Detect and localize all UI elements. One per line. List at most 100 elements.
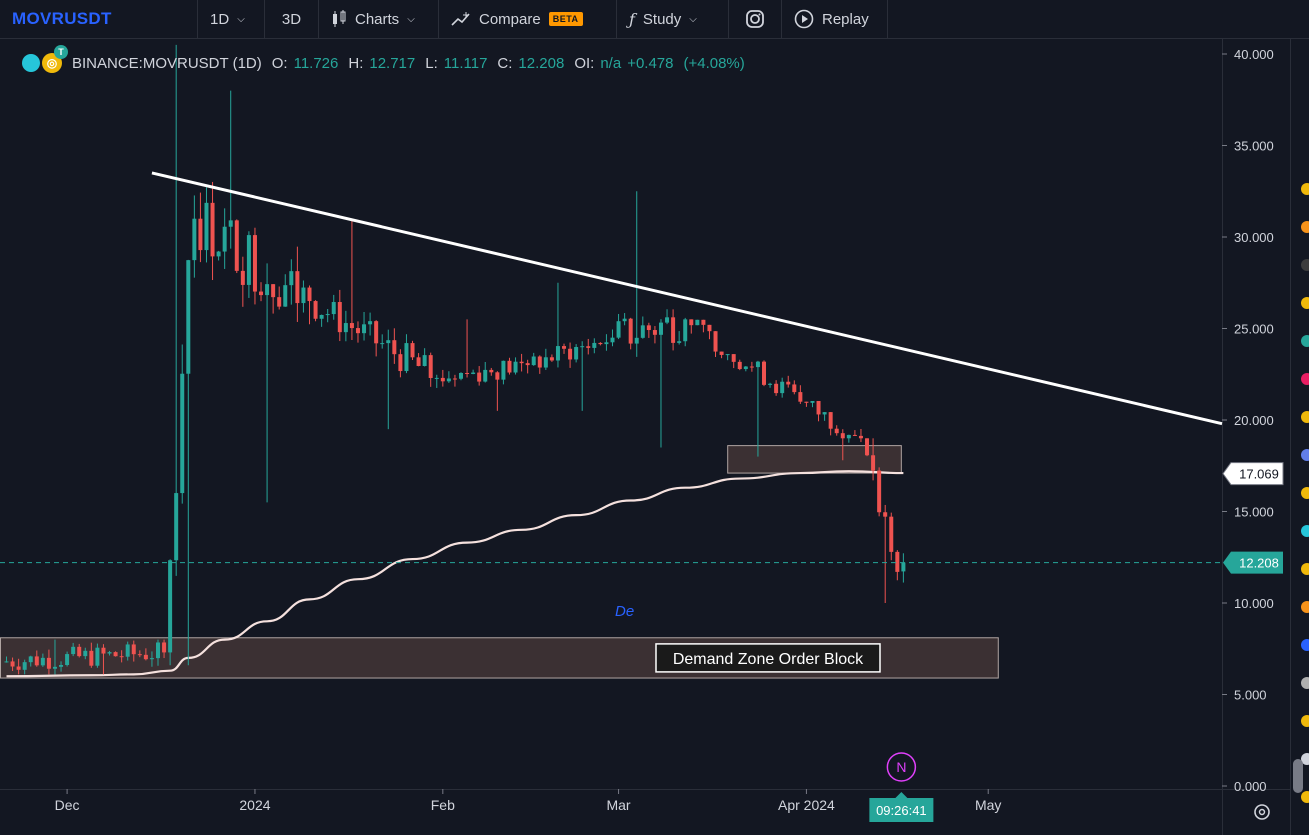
legend-change: +0.478 xyxy=(627,54,674,72)
candle-body xyxy=(252,235,257,292)
watchlist-coin-icon[interactable] xyxy=(1301,639,1309,651)
candle-body xyxy=(495,372,500,380)
candle-body xyxy=(604,342,609,345)
candles-icon xyxy=(333,10,346,27)
symbol-search[interactable]: MOVRUSDT xyxy=(0,0,198,38)
candle-body xyxy=(537,356,542,368)
candles xyxy=(4,44,906,675)
legend-symbol: BINANCE:MOVRUSDT (1D) xyxy=(72,54,262,72)
candle-body xyxy=(846,434,851,439)
candle-body xyxy=(313,301,318,319)
legend-oi: n/a xyxy=(600,54,622,72)
watchlist-coin-icon[interactable] xyxy=(1301,449,1309,461)
compare-label: Compare xyxy=(479,10,541,28)
candle-body xyxy=(483,369,488,382)
candle-body xyxy=(446,378,451,382)
candle-body xyxy=(549,357,554,361)
x-tick-label: Mar xyxy=(606,797,630,813)
candle-body xyxy=(368,321,373,325)
interval-select[interactable]: 1D ⌵ xyxy=(198,0,265,38)
grid xyxy=(0,39,1290,835)
watchlist-coin-icon[interactable] xyxy=(1301,259,1309,271)
replay-button[interactable]: Replay xyxy=(782,0,888,38)
chevron-down-icon: ⌵ xyxy=(689,13,697,25)
candle-body xyxy=(210,202,215,257)
watchlist-coin-icon[interactable] xyxy=(1301,373,1309,385)
candle-body xyxy=(646,325,651,331)
candle-body xyxy=(816,400,821,415)
legend-open: 11.726 xyxy=(293,54,339,72)
candle-body xyxy=(119,656,124,658)
view-3d-button[interactable]: 3D xyxy=(265,0,319,38)
zone-label: Demand Zone Order Block xyxy=(655,643,881,673)
candle-body xyxy=(380,343,385,345)
chevron-down-icon: ⌵ xyxy=(237,13,245,25)
y-tick-label: 30.000 xyxy=(1234,230,1274,245)
compare-icon xyxy=(451,12,470,26)
candle-body xyxy=(101,647,106,654)
snapshot-button[interactable] xyxy=(729,0,782,38)
camera-icon xyxy=(746,10,764,28)
function-icon: ƒ xyxy=(629,9,635,29)
watchlist-coin-icon[interactable] xyxy=(1301,677,1309,689)
candle-body xyxy=(719,351,724,355)
y-tick-label: 5.000 xyxy=(1234,688,1267,703)
watchlist-coin-icon[interactable] xyxy=(1301,335,1309,347)
candle-body xyxy=(107,652,112,654)
candle-body xyxy=(337,302,342,333)
event-marker xyxy=(886,752,917,782)
compare-button[interactable]: Compare BETA xyxy=(439,0,617,38)
candle-body xyxy=(877,470,882,513)
candle-body xyxy=(707,324,712,332)
candle-body xyxy=(434,377,439,379)
candle-body xyxy=(525,363,530,366)
watchlist-coin-icon[interactable] xyxy=(1301,601,1309,613)
candle-body xyxy=(622,318,627,322)
candle-body xyxy=(89,650,94,666)
price-chart[interactable]: 40.000 35.000 30.000 25.000 20.000 15.000 10.0… xyxy=(0,39,1290,835)
candle-body xyxy=(295,271,300,304)
watchlist-coin-icon[interactable] xyxy=(1301,563,1309,575)
x-tick-label: Feb xyxy=(431,797,455,813)
study-menu[interactable]: ƒ Study ⌵ xyxy=(617,0,729,38)
y-tick-label: 0.000 xyxy=(1234,779,1267,794)
candle-body xyxy=(46,657,51,669)
candle-body xyxy=(701,319,706,325)
watchlist-coin-icon[interactable] xyxy=(1301,753,1309,765)
candle-body xyxy=(598,342,603,345)
watchlist-coin-icon[interactable] xyxy=(1301,715,1309,727)
candle-body xyxy=(459,372,463,379)
legend-oi-key: OI: xyxy=(574,54,595,72)
candle-body xyxy=(289,271,294,286)
candle-body xyxy=(271,284,276,298)
watchlist-coin-icon[interactable] xyxy=(1301,487,1309,499)
legend-close: 12.208 xyxy=(518,54,565,72)
candle-body xyxy=(319,314,324,319)
y-tick-label: 40.000 xyxy=(1234,47,1274,62)
watchlist-coin-icon[interactable] xyxy=(1301,183,1309,195)
watchlist-strip[interactable] xyxy=(1290,39,1309,835)
chevron-down-icon: ⌵ xyxy=(407,13,415,25)
candle-body xyxy=(574,347,579,360)
labels: Demand Zone Order Block De N xyxy=(615,603,917,782)
watchlist-coin-icon[interactable] xyxy=(1301,791,1309,803)
candle-body xyxy=(883,512,888,517)
candle-body xyxy=(265,284,270,296)
trendline xyxy=(151,171,1223,426)
candle-body xyxy=(428,355,433,378)
series-color-dot[interactable] xyxy=(22,54,40,72)
candle-body xyxy=(198,218,203,251)
watchlist-coin-icon[interactable] xyxy=(1301,411,1309,423)
candle-body xyxy=(440,377,445,382)
candle-body xyxy=(125,644,130,657)
watchlist-coin-icon[interactable] xyxy=(1301,525,1309,537)
candle-body xyxy=(489,369,494,373)
candle-body xyxy=(519,361,524,364)
candle-body xyxy=(77,646,82,657)
watchlist-coin-icon[interactable] xyxy=(1301,297,1309,309)
charts-menu[interactable]: Charts ⌵ xyxy=(319,0,439,38)
candle-body xyxy=(834,428,839,434)
scrollbar-thumb[interactable] xyxy=(1293,759,1303,793)
watchlist-coin-icon[interactable] xyxy=(1301,221,1309,233)
candle-body xyxy=(471,372,476,374)
